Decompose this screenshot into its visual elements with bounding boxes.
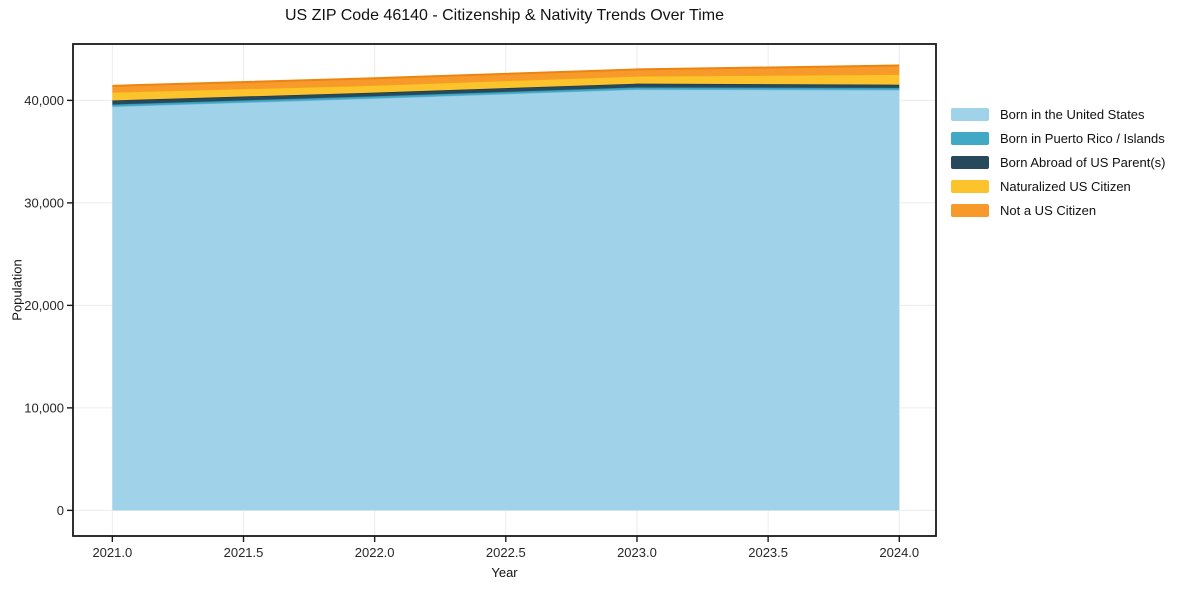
stacked-areas bbox=[112, 64, 900, 511]
area-born-abroad-of-us-parent-s bbox=[112, 83, 900, 105]
legend-item: Born in the United States bbox=[951, 102, 1165, 126]
legend-label: Born in the United States bbox=[1000, 106, 1145, 122]
y-tick-label: 40,000 bbox=[24, 93, 64, 108]
x-tick-label: 2022.5 bbox=[486, 545, 526, 560]
x-tick-label: 2023.0 bbox=[617, 545, 657, 560]
y-tick-label: 20,000 bbox=[24, 298, 64, 313]
x-tick-label: 2023.5 bbox=[748, 545, 788, 560]
area-born-in-puerto-rico-islands bbox=[112, 87, 900, 107]
legend-item: Not a US Citizen bbox=[951, 198, 1165, 222]
y-tick-label: 10,000 bbox=[24, 400, 64, 415]
chart-title: US ZIP Code 46140 - Citizenship & Nativi… bbox=[285, 7, 724, 24]
legend-item: Born in Puerto Rico / Islands bbox=[951, 126, 1165, 150]
x-tick-label: 2022.0 bbox=[355, 545, 395, 560]
plot-border bbox=[72, 43, 937, 537]
edge-naturalized-us-citizen bbox=[112, 73, 900, 93]
legend-item: Born Abroad of US Parent(s) bbox=[951, 150, 1165, 174]
x-axis-label: Year bbox=[491, 565, 518, 580]
legend-item: Naturalized US Citizen bbox=[951, 174, 1165, 198]
legend-label: Born Abroad of US Parent(s) bbox=[1000, 154, 1166, 170]
legend-label: Born in Puerto Rico / Islands bbox=[1000, 130, 1165, 146]
legend: Born in the United States Born in Puerto … bbox=[951, 102, 1165, 222]
y-tick-label: 0 bbox=[57, 503, 64, 518]
y-axis-label: Population bbox=[9, 259, 25, 321]
x-tick-label: 2024.0 bbox=[879, 545, 919, 560]
x-tick-label: 2021.0 bbox=[92, 545, 132, 560]
legend-swatch-born-in-the-united-states bbox=[951, 107, 989, 121]
area-born-in-the-united-states bbox=[112, 89, 900, 511]
area-not-a-us-citizen bbox=[112, 65, 900, 93]
legend-swatch-not-a-us-citizen bbox=[951, 203, 989, 217]
y-tick-label: 30,000 bbox=[24, 195, 64, 210]
legend-swatch-born-abroad-of-us-parent-s bbox=[951, 155, 989, 169]
legend-label: Not a US Citizen bbox=[1000, 202, 1097, 218]
x-tick-label: 2021.5 bbox=[224, 545, 264, 560]
axis-ticks: 2021.0 2021.5 2022.0 2022.5 2023.0 2023.5 2024… bbox=[24, 93, 919, 560]
legend-swatch-naturalized-us-citizen bbox=[951, 179, 989, 193]
legend-swatch-born-in-puerto-rico-islands bbox=[951, 131, 989, 145]
area-naturalized-us-citizen bbox=[112, 74, 900, 101]
edge-not-a-us-citizen bbox=[112, 64, 900, 87]
legend-label: Naturalized US Citizen bbox=[1000, 178, 1131, 194]
